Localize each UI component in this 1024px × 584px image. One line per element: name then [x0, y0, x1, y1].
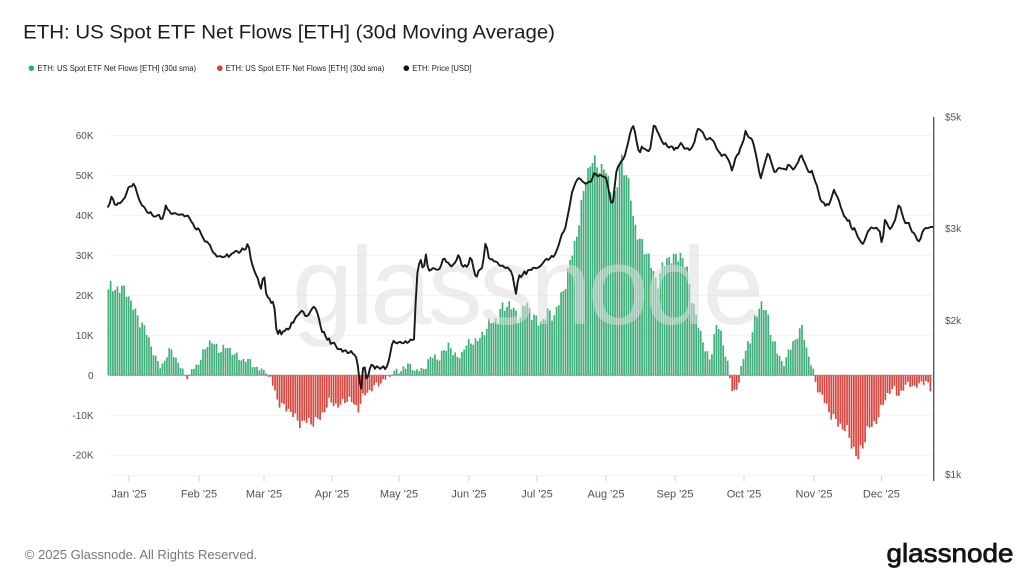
- svg-text:60K: 60K: [76, 131, 94, 142]
- svg-text:May '25: May '25: [380, 489, 418, 501]
- svg-text:Jul '25: Jul '25: [521, 489, 552, 501]
- svg-text:$5k: $5k: [945, 113, 962, 124]
- svg-text:50K: 50K: [76, 171, 94, 182]
- svg-text:Nov '25: Nov '25: [796, 489, 833, 501]
- svg-text:0: 0: [88, 371, 94, 382]
- svg-text:20K: 20K: [76, 291, 94, 302]
- svg-text:Sep '25: Sep '25: [657, 489, 694, 501]
- svg-text:30K: 30K: [76, 251, 94, 262]
- svg-text:-10K: -10K: [72, 411, 93, 422]
- svg-text:Apr '25: Apr '25: [315, 489, 350, 501]
- svg-text:Oct '25: Oct '25: [727, 489, 762, 501]
- svg-text:Jun '25: Jun '25: [451, 489, 486, 501]
- svg-text:10K: 10K: [76, 331, 94, 342]
- svg-text:Aug '25: Aug '25: [588, 489, 625, 501]
- svg-text:Feb '25: Feb '25: [181, 489, 217, 501]
- svg-text:Dec '25: Dec '25: [863, 489, 900, 501]
- svg-text:$2k: $2k: [945, 316, 962, 327]
- svg-text:Jan '25: Jan '25: [111, 489, 146, 501]
- svg-text:ETH: Price [USD]: ETH: Price [USD]: [412, 64, 471, 73]
- svg-text:$3k: $3k: [945, 224, 962, 235]
- svg-text:glassnode: glassnode: [292, 225, 760, 348]
- svg-text:© 2025 Glassnode. All Rights R: © 2025 Glassnode. All Rights Reserved.: [25, 547, 257, 562]
- svg-text:Mar '25: Mar '25: [246, 489, 282, 501]
- svg-text:40K: 40K: [76, 211, 94, 222]
- svg-text:ETH: US Spot ETF Net Flows [ET: ETH: US Spot ETF Net Flows [ETH] (30d Mo…: [23, 22, 555, 44]
- svg-text:ETH: US Spot ETF Net Flows [ET: ETH: US Spot ETF Net Flows [ETH] (30d sm…: [38, 64, 197, 73]
- svg-text:-20K: -20K: [72, 451, 93, 462]
- svg-text:$1k: $1k: [945, 470, 962, 481]
- svg-text:glassnode: glassnode: [887, 538, 1014, 568]
- svg-text:ETH: US Spot ETF Net Flows [ET: ETH: US Spot ETF Net Flows [ETH] (30d sm…: [226, 64, 385, 73]
